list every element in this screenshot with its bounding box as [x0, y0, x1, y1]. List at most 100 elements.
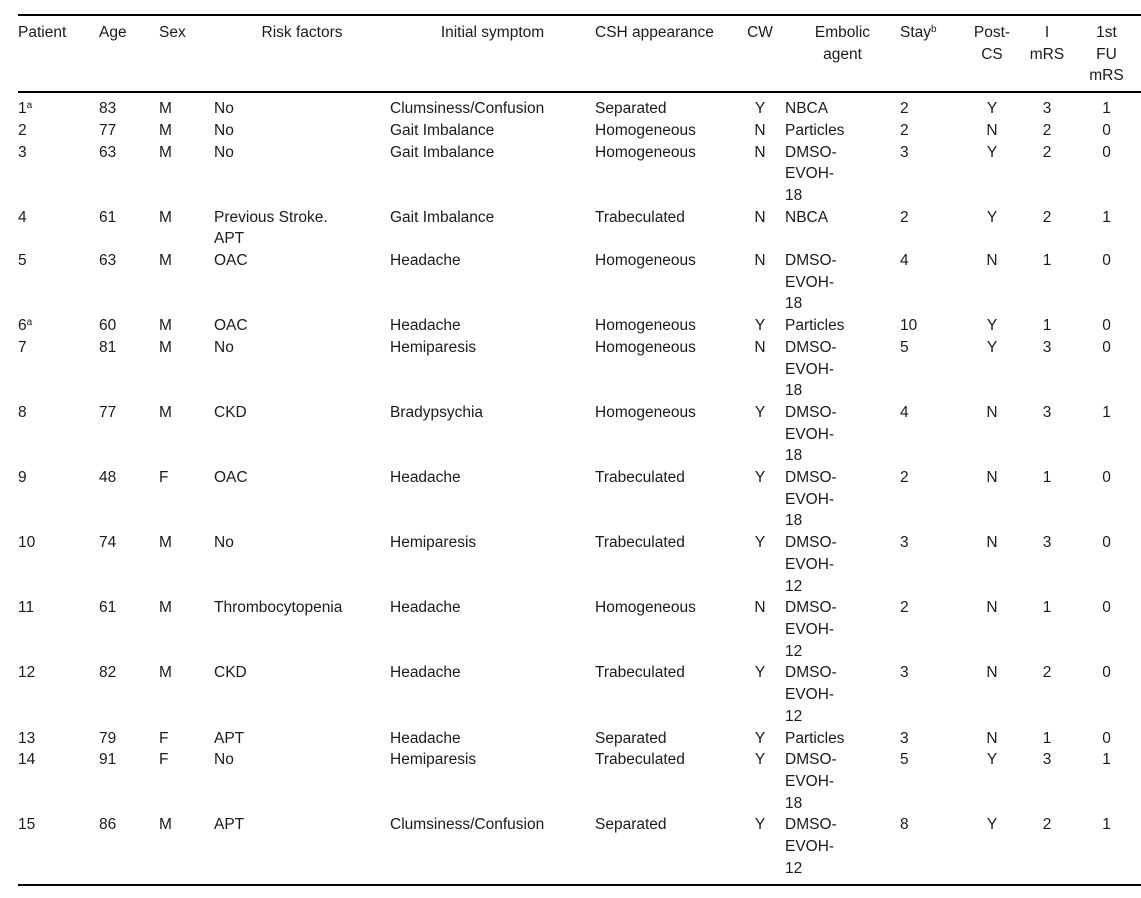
patient-number: 11: [18, 599, 35, 617]
cell-1st-fu-mrs: 0: [1102, 599, 1111, 617]
cell-embolic-agent: DMSO- EVOH- 12: [785, 534, 837, 595]
cell-i-mrs: 3: [1042, 100, 1052, 118]
cell-risk-factors: APT: [214, 729, 245, 747]
cell-sex: M: [159, 100, 172, 118]
cell-age: 48: [99, 469, 117, 487]
cell-risk-factors: APT: [214, 816, 245, 834]
cell-csh-appearance: Separated: [595, 729, 667, 747]
table-row: 12 82 M CKD Headache Trabeculated Y DMSO…: [18, 662, 1141, 727]
cell-post-cs: N: [986, 599, 998, 617]
cell-post-cs: N: [986, 469, 998, 487]
cell-age: 61: [99, 208, 117, 226]
cell-patient: 2: [18, 120, 99, 142]
cell-i-mrs: 2: [1042, 121, 1052, 139]
cell-i-mrs: 3: [1042, 534, 1052, 552]
cell-initial-symptom: Hemiparesis: [390, 751, 477, 769]
cell-stay: 10: [900, 317, 918, 335]
cell-i-mrs: 3: [1042, 403, 1052, 421]
cell-csh-appearance: Homogeneous: [595, 338, 696, 356]
cell-cw: Y: [754, 317, 766, 335]
cell-stay: 3: [900, 534, 909, 552]
cell-age: 79: [99, 729, 117, 747]
patient-number: 10: [18, 534, 36, 552]
patient-number: 8: [18, 403, 27, 421]
table-row: 1a 83 M No Clumsiness/Confusion Separate…: [18, 92, 1141, 120]
cell-risk-factors: No: [214, 534, 234, 552]
patient-number: 12: [18, 664, 36, 682]
table-row: 5 63 M OAC Headache Homogeneous N DMSO- …: [18, 250, 1141, 315]
patient-number: 9: [18, 469, 27, 487]
cell-age: 77: [99, 121, 117, 139]
cell-embolic-agent: DMSO- EVOH- 12: [785, 816, 837, 877]
cell-csh-appearance: Trabeculated: [595, 208, 685, 226]
cell-initial-symptom: Headache: [390, 469, 461, 487]
cell-embolic-agent: DMSO- EVOH- 18: [785, 403, 837, 465]
cell-age: 63: [99, 252, 117, 270]
cell-post-cs: Y: [986, 816, 998, 834]
column-header-post-cs: Post- CS: [973, 24, 1011, 63]
cell-cw: Y: [754, 816, 766, 834]
cell-post-cs: Y: [986, 208, 998, 226]
cell-post-cs: N: [986, 121, 998, 139]
table-row: 2 77 M No Gait Imbalance Homogeneous N P…: [18, 120, 1141, 142]
cell-risk-factors: No: [214, 143, 234, 161]
table-body: 1a 83 M No Clumsiness/Confusion Separate…: [18, 92, 1141, 885]
cell-patient: 7: [18, 337, 99, 402]
cell-initial-symptom: Headache: [390, 317, 461, 335]
stay-label: Stay: [900, 24, 932, 41]
cell-risk-factors: Previous Stroke. APT: [214, 208, 328, 248]
cell-embolic-agent: DMSO- EVOH- 18: [785, 469, 837, 530]
patient-number: 2: [18, 121, 27, 139]
table-header: Patient Age Sex Risk factors Initial sym…: [18, 15, 1141, 93]
cell-csh-appearance: Homogeneous: [595, 121, 696, 139]
cell-initial-symptom: Headache: [390, 729, 461, 747]
cell-stay: 3: [900, 664, 909, 682]
cell-risk-factors: No: [214, 100, 234, 118]
cell-1st-fu-mrs: 0: [1102, 252, 1111, 270]
patient-number: 4: [18, 208, 27, 226]
cell-sex: F: [159, 469, 169, 487]
cell-csh-appearance: Homogeneous: [595, 252, 696, 270]
patient-number: 5: [18, 252, 27, 270]
footnote-marker-a: a: [26, 100, 33, 112]
cell-i-mrs: 1: [1042, 252, 1052, 270]
cell-1st-fu-mrs: 1: [1102, 403, 1111, 421]
cell-cw: Y: [754, 729, 766, 747]
cell-embolic-agent: Particles: [785, 121, 845, 139]
column-header-i-mrs: I mRS: [1029, 24, 1065, 63]
cell-i-mrs: 1: [1042, 317, 1052, 335]
cell-initial-symptom: Hemiparesis: [390, 534, 477, 552]
cell-1st-fu-mrs: 1: [1102, 816, 1111, 834]
cell-1st-fu-mrs: 0: [1102, 729, 1111, 747]
cell-sex: M: [159, 599, 172, 617]
cell-cw: N: [754, 208, 766, 226]
cell-risk-factors: OAC: [214, 469, 248, 487]
cell-embolic-agent: DMSO- EVOH- 12: [785, 664, 837, 725]
cell-risk-factors: No: [214, 338, 234, 356]
cell-embolic-agent: DMSO- EVOH- 18: [785, 252, 837, 313]
patient-number: 6: [18, 317, 27, 335]
table-row: 3 63 M No Gait Imbalance Homogeneous N D…: [18, 142, 1141, 207]
cell-i-mrs: 1: [1042, 599, 1052, 617]
cell-stay: 2: [900, 469, 909, 487]
cell-patient: 10: [18, 532, 99, 597]
cell-age: 81: [99, 338, 117, 356]
cell-stay: 3: [900, 729, 909, 747]
cell-1st-fu-mrs: 0: [1102, 664, 1111, 682]
column-header-sex: Sex: [159, 24, 186, 41]
cell-age: 74: [99, 534, 117, 552]
cell-i-mrs: 3: [1042, 751, 1052, 769]
cell-embolic-agent: DMSO- EVOH- 18: [785, 143, 837, 204]
cell-patient: 8: [18, 402, 99, 467]
cell-patient: 14: [18, 749, 99, 814]
patient-number: 3: [18, 143, 27, 161]
cell-initial-symptom: Headache: [390, 664, 461, 682]
cell-age: 82: [99, 664, 117, 682]
cell-post-cs: Y: [986, 317, 998, 335]
cell-i-mrs: 1: [1042, 729, 1052, 747]
patient-number: 15: [18, 816, 36, 834]
cell-i-mrs: 2: [1042, 664, 1052, 682]
cell-risk-factors: CKD: [214, 403, 247, 421]
cell-csh-appearance: Trabeculated: [595, 469, 685, 487]
patient-number: 1: [18, 100, 27, 118]
